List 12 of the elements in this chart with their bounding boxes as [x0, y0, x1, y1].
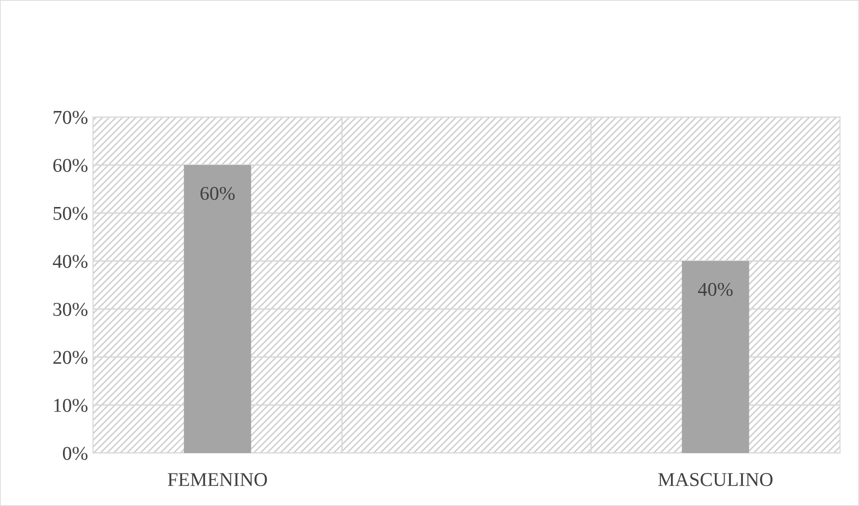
data-label: 60% — [200, 186, 235, 200]
y-tick-label: 10% — [54, 398, 88, 412]
data-label: 40% — [698, 282, 733, 296]
x-tick-label: FEMENINO — [168, 473, 267, 486]
y-tick-label: 70% — [54, 110, 88, 124]
y-tick-label: 20% — [53, 350, 88, 364]
y-tick-label: 60% — [53, 158, 88, 172]
y-tick-label: 0% — [62, 446, 88, 460]
y-tick-label: 40% — [52, 254, 88, 268]
x-tick-label: MASCULINO — [658, 473, 772, 486]
y-tick-label: 50% — [54, 206, 88, 220]
y-tick-label: 30% — [53, 302, 88, 316]
